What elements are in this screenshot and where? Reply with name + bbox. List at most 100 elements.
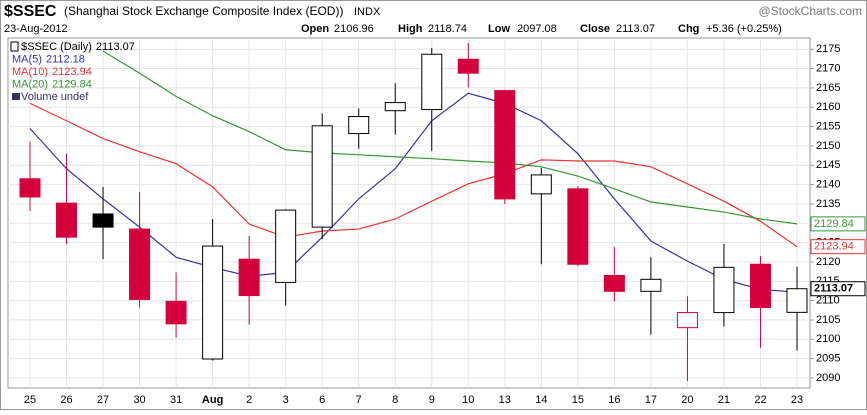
price-tag — [810, 239, 866, 255]
legend-icon — [10, 41, 19, 52]
y-tick-label: 2165 — [816, 82, 840, 94]
price-tag-label: 2113.07 — [814, 283, 853, 295]
y-tick-label: 2155 — [816, 120, 840, 132]
x-tick-label: 9 — [429, 394, 435, 406]
legend-entry-name: MA(5) — [12, 53, 42, 65]
plot-area — [7, 37, 811, 389]
x-tick-label: 31 — [170, 394, 182, 406]
x-tick-label: 10 — [462, 394, 474, 406]
quote-label: High — [398, 23, 423, 35]
candle-body — [713, 266, 735, 314]
candle-body — [494, 90, 516, 200]
x-tick-label: 16 — [608, 394, 620, 406]
y-tick-label: 2100 — [816, 333, 840, 345]
x-tick-label: Aug — [202, 394, 223, 406]
legend-entry: $SSEC (Daily) 2113.07 — [21, 41, 135, 53]
quote-value: 2097.08 — [517, 23, 557, 35]
candle-body — [421, 53, 443, 111]
candle-body — [311, 125, 333, 228]
x-tick-label: 3 — [283, 394, 289, 406]
quote-label: Open — [301, 23, 329, 35]
x-tick-label: 21 — [718, 394, 730, 406]
y-tick-label: 2135 — [816, 198, 840, 210]
legend-entry-name: MA(10) — [12, 66, 48, 78]
candle-body — [238, 258, 260, 297]
candle-body — [348, 116, 370, 135]
x-tick-label: 30 — [133, 394, 145, 406]
legend-entry: MA(5) 2112.18 — [12, 53, 85, 65]
title: (Shanghai Stock Exchange Composite Index… — [64, 4, 343, 18]
brand: @StockCharts.com — [758, 4, 862, 18]
x-tick-label: 26 — [60, 394, 72, 406]
y-tick-label: 2150 — [816, 140, 840, 152]
x-tick-label: 22 — [754, 394, 766, 406]
ma-line — [102, 50, 798, 225]
legend-entry-value: 2129.84 — [52, 78, 92, 90]
candle-body — [129, 228, 151, 300]
x-tick-label: 7 — [356, 394, 362, 406]
quote-value: 2106.96 — [334, 23, 374, 35]
candle-body — [749, 263, 771, 309]
y-tick-label: 2145 — [816, 159, 840, 171]
exchange: INDX — [354, 6, 381, 18]
x-tick-label: 13 — [499, 394, 511, 406]
candle-body — [92, 213, 114, 228]
candle-body — [640, 278, 662, 292]
legend-entry: MA(20) 2129.84 — [12, 78, 92, 90]
legend-value: 2113.07 — [96, 41, 135, 53]
candle-body — [202, 245, 224, 360]
x-tick-label: 14 — [535, 394, 547, 406]
candle-body — [567, 188, 589, 265]
candle-body — [19, 178, 41, 198]
price-tag-label: 2123.94 — [814, 241, 854, 253]
price-tag-label: 2129.84 — [814, 218, 854, 230]
candle-body — [384, 102, 406, 112]
candle-body — [56, 202, 78, 238]
candle-body — [603, 274, 625, 292]
y-tick-label: 2160 — [816, 101, 840, 113]
candle-body — [676, 312, 698, 329]
x-tick-label: 25 — [24, 394, 36, 406]
candle-body — [786, 288, 808, 313]
y-tick-label: 2110 — [816, 295, 840, 307]
symbol: $SSEC — [4, 3, 57, 20]
y-tick-label: 2095 — [816, 353, 840, 365]
legend-entry-name: MA(20) — [12, 78, 48, 90]
y-tick-label: 2120 — [816, 256, 840, 268]
legend-entry: MA(10) 2123.94 — [12, 66, 92, 78]
quote-label: Close — [580, 23, 610, 35]
candle-body — [530, 174, 552, 195]
x-tick-label: 8 — [392, 394, 398, 406]
quote-value: +5.36 (+0.25%) — [706, 23, 782, 35]
price-tag — [810, 281, 866, 297]
x-tick-label: 15 — [572, 394, 584, 406]
ma-line — [29, 92, 798, 293]
legend-entry-value: 2112.18 — [46, 53, 85, 65]
x-tick-label: 20 — [681, 394, 693, 406]
y-tick-label: 2105 — [816, 314, 840, 326]
x-tick-label: 23 — [791, 394, 803, 406]
quote-value: 2118.74 — [428, 23, 467, 35]
candle-body — [165, 300, 187, 325]
quote-label: Low — [488, 23, 510, 35]
y-tick-label: 2175 — [816, 43, 840, 55]
y-tick-label: 2140 — [816, 178, 840, 190]
legend-name: $SSEC (Daily) — [21, 41, 92, 53]
y-tick-label: 2090 — [816, 372, 840, 384]
y-tick-label: 2170 — [816, 62, 840, 74]
legend-icon — [12, 93, 20, 100]
price-tag — [810, 216, 866, 232]
date: 23-Aug-2012 — [4, 23, 68, 35]
quote-label: Chg — [678, 23, 699, 35]
ma-line — [29, 102, 798, 248]
x-tick-label: 6 — [319, 394, 325, 406]
legend-entry-value: 2123.94 — [52, 66, 92, 78]
x-tick-label: 17 — [645, 394, 657, 406]
candle-body — [275, 209, 297, 283]
quote-value: 2113.07 — [616, 23, 655, 35]
legend-entry: Volume undef — [21, 91, 89, 103]
x-tick-label: 27 — [97, 394, 109, 406]
x-tick-label: 2 — [246, 394, 252, 406]
candle-body — [457, 58, 479, 74]
